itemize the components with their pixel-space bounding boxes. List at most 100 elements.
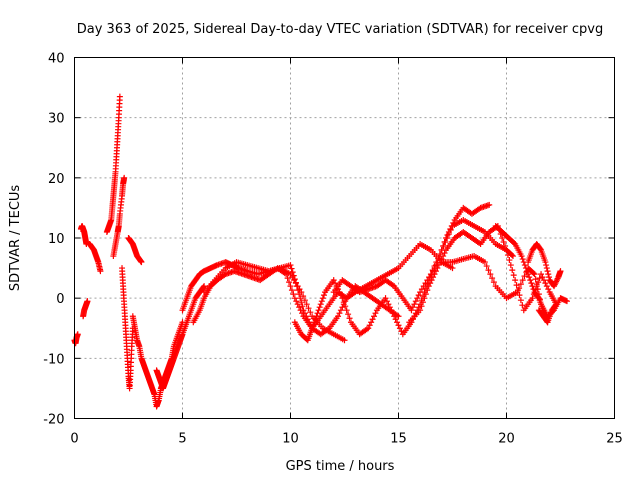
data-point [303, 301, 310, 308]
data-point [345, 311, 352, 318]
data-point [490, 279, 497, 286]
data-point [383, 298, 390, 305]
data-point [533, 281, 540, 288]
data-point [392, 316, 399, 323]
data-point [293, 283, 300, 290]
data-point [121, 174, 128, 181]
data-point [430, 274, 437, 281]
data-point [396, 325, 403, 332]
data-point [419, 299, 426, 306]
data-point [415, 292, 422, 299]
data-point [318, 298, 325, 305]
data-point [432, 268, 439, 275]
data-point [371, 313, 378, 320]
data-point [200, 284, 207, 291]
data-point [305, 305, 312, 312]
data-point [418, 303, 425, 310]
data-point [519, 302, 526, 309]
data-point [557, 268, 564, 275]
data-point [339, 304, 346, 311]
data-point [440, 243, 447, 250]
data-points [71, 93, 570, 410]
data-point [337, 292, 344, 299]
series-seg-o [330, 216, 516, 314]
data-point [417, 307, 424, 314]
data-point [526, 274, 533, 281]
data-point [289, 269, 296, 276]
data-point [116, 93, 123, 100]
data-point [339, 295, 346, 302]
x-tick-label: 20 [498, 432, 515, 447]
data-point [522, 265, 529, 272]
data-point [483, 263, 490, 270]
data-point [435, 255, 442, 262]
data-point [342, 303, 349, 310]
data-point [365, 325, 372, 332]
data-point [544, 268, 551, 275]
data-point [503, 247, 510, 254]
data-point [517, 281, 524, 288]
data-point [315, 307, 322, 314]
data-point [290, 272, 297, 279]
data-point [291, 295, 298, 302]
data-point [346, 315, 353, 322]
data-point [506, 257, 513, 264]
data-point [306, 319, 313, 326]
data-point [310, 322, 317, 329]
x-tick-label: 10 [282, 432, 299, 447]
data-point [286, 279, 293, 286]
series-seg-p [406, 222, 560, 326]
data-point [388, 307, 395, 314]
data-point [369, 316, 376, 323]
data-point [532, 276, 539, 283]
data-point [292, 279, 299, 286]
y-tick-label: 10 [48, 232, 65, 247]
data-point [312, 316, 319, 323]
data-point [304, 316, 311, 323]
data-point [341, 337, 348, 344]
data-point [545, 271, 552, 278]
y-tick-label: 20 [48, 172, 65, 187]
axis-ticks: 0 5 10 15 20 25 -20 -10 0 10 20 30 40 [43, 52, 623, 447]
series-seg-i [129, 313, 186, 410]
data-point [509, 267, 516, 274]
data-point [516, 292, 523, 299]
data-point [311, 319, 318, 326]
y-tick-label: 30 [48, 112, 65, 127]
data-point [293, 298, 300, 305]
x-tick-label: 25 [606, 432, 623, 447]
x-axis-label: GPS time / hours [286, 459, 395, 474]
data-point [84, 298, 91, 305]
data-point [425, 283, 432, 290]
data-point [449, 265, 456, 272]
data-point [97, 268, 104, 275]
data-point [391, 313, 398, 320]
data-point [511, 240, 518, 247]
data-point [563, 298, 570, 305]
data-point [336, 310, 343, 317]
data-point [553, 301, 560, 308]
data-point [485, 267, 492, 274]
data-point [538, 271, 545, 278]
data-point [542, 259, 549, 266]
data-point [543, 283, 550, 290]
data-point [499, 235, 506, 241]
data-point [500, 239, 507, 246]
data-point [420, 283, 427, 290]
data-point [301, 297, 308, 304]
data-point [545, 286, 552, 293]
data-point [424, 287, 431, 294]
data-point [487, 271, 494, 278]
data-point [287, 262, 294, 269]
data-point [525, 271, 532, 278]
data-point [317, 301, 324, 308]
data-point [524, 268, 531, 275]
data-point [287, 283, 294, 290]
data-point [303, 313, 310, 320]
data-point [514, 289, 521, 296]
series-seg-e [103, 93, 123, 235]
data-point [445, 230, 452, 237]
data-point [409, 304, 416, 311]
data-point [434, 265, 441, 272]
